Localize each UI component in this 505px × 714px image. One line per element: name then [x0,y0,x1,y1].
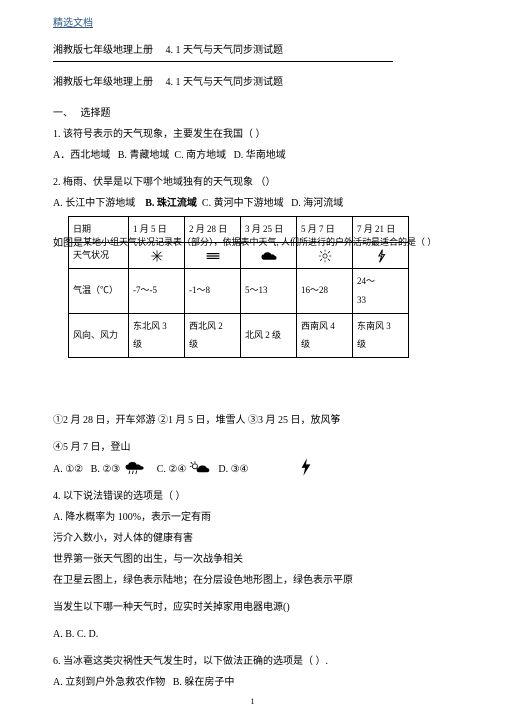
section-one: 一、 选择题 [53,103,475,124]
cell: 风向、风力 [69,313,129,358]
q1-stem: 1. 该符号表示的天气现象，主要发生在我国（ ） [53,124,475,145]
partly-cloudy-icon [189,461,211,475]
lightning-icon [299,458,313,476]
cell: 东北风 3 级 [129,313,185,358]
q3-d: D. ③④ [218,464,248,475]
q2-a: A. 长江中下游地域 [53,198,135,209]
q4-l3: 世界第一张天气图的出生，与一次战争相关 [53,549,475,570]
q1-a: A．西北地域 [53,150,110,161]
q2-c: C. 黄河中下游地域 [202,198,284,209]
q5-stem: 当发生以下哪一种天气时，应实时关掉家用电器电源() [53,597,475,618]
title1b: 4. 1 天气与天气同步测试题 [166,45,284,56]
q4-stem: 4. 以下说法错误的选项是（ ） [53,486,475,507]
title2a: 湘教版七年级地理上册 [53,77,153,88]
q2-options: A. 长江中下游地域 B. 珠江流域 C. 黄河中下游地域 D. 海河流域 [53,193,475,214]
cell: 24～ 33 [353,268,409,313]
q4-l2: 污介入数小，对人体的健康有害 [53,528,475,549]
cell: -1～8 [185,268,241,313]
cell: 16～28 [297,268,353,313]
cell: 东南风 3 级 [353,313,409,358]
title-row-2: 湘教版七年级地理上册 4. 1 天气与天气同步测试题 [53,72,475,93]
q4-l4: 在卫星云图上，绿色表示陆地；在分层设色地形图上，绿色表示平原 [53,570,475,591]
q3-opts-2: ④5 月 7 日，登山 [53,437,475,458]
q1-options: A．西北地域 B. 青藏地域 C. 南方地域 D. 华南地域 [53,145,475,166]
q1-c: C. 南方地域 [174,150,226,161]
section-num: 一、 [53,108,73,119]
q2-b: B. 珠江流域 [145,198,197,209]
page-number: 1 [0,697,505,706]
q3-block: 如图是 日期某地小组天气状况记录表（部分），依据表中天气, 人们所进行的户外活动… [53,216,475,358]
title1a: 湘教版七年级地理上册 [53,45,153,56]
q6-stem: 6. 当冰雹这类灾祸性天气发生时，以下做法正确的选项是（ ）. [53,651,475,672]
section-label: 选择题 [81,108,111,119]
cell: 北风 2 级 [241,313,297,358]
q6-options: A. 立刻到户外急救农作物 B. 躲在房子中 [53,672,475,693]
q6-b: B. 躲在房子中 [173,677,235,688]
q3-choices: A. ①② B. ②③ C. ②④ D. ③④ [53,458,475,480]
q2-stem: 2. 梅雨、伏旱是以下哪个地域独有的天气现象 （） [53,172,475,193]
q3-b: B. ②③ [91,464,121,475]
cell: 西南风 4 级 [297,313,353,358]
cloud-rain-icon [123,461,147,475]
q1-d: D. 华南地域 [234,150,286,161]
title-row-1: 湘教版七年级地理上册 4. 1 天气与天气同步测试题 [53,40,475,62]
q3-lead-overlay: 某地小组天气状况记录表（部分），依据表中天气, 人们所进行的户外活动最适合的是（… [83,233,436,252]
q2-d: D. 海河流域 [291,198,343,209]
cell: -7～-5 [129,268,185,313]
q4-l1: A. 降水概率为 100%，表示一定有雨 [53,507,475,528]
fog-icon [205,251,221,261]
q1-b: B. 青藏地域 [118,150,170,161]
q6-a: A. 立刻到户外急救农作物 [53,677,165,688]
cell: 西北风 2 级 [185,313,241,358]
q3-c: C. ②④ [157,464,187,475]
q3-opts-1: ①2 月 28 日，开车郊游 ②1 月 5 日，堆雪人 ③3 月 25 日，放风… [53,410,475,431]
table-row-wind: 风向、风力 东北风 3 级 西北风 2 级 北风 2 级 西南风 4 级 东南风… [69,313,409,358]
header-brand: 精选文档 [53,14,93,29]
cell: 气温（℃） [69,268,129,313]
cell: 5～13 [241,268,297,313]
table-row-temp: 气温（℃） -7～-5 -1～8 5～13 16～28 24～ 33 [69,268,409,313]
q3-lead-a: 如图是 [53,233,83,254]
document-body: 湘教版七年级地理上册 4. 1 天气与天气同步测试题 湘教版七年级地理上册 4.… [53,40,475,693]
q3-a: A. ①② [53,464,83,475]
title2b: 4. 1 天气与天气同步测试题 [166,77,284,88]
q5-opts: A. B. C. D. [53,624,475,645]
